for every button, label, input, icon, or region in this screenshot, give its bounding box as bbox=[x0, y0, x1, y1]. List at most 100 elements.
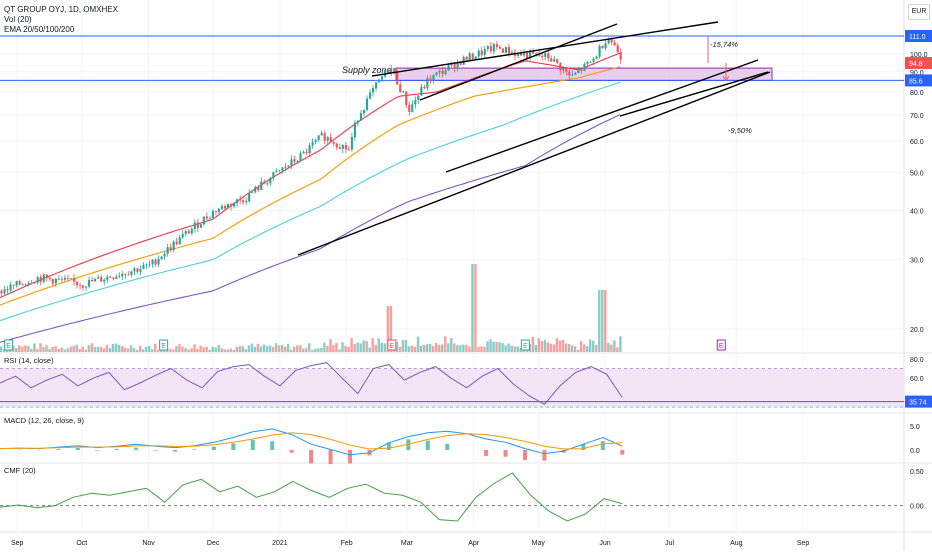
candle-body bbox=[263, 182, 265, 184]
volume-bar bbox=[79, 349, 81, 352]
volume-bar bbox=[36, 349, 38, 352]
candle-body bbox=[315, 140, 317, 142]
candle-body bbox=[3, 289, 5, 293]
volume-bar bbox=[82, 347, 84, 352]
cmf-tick-label: 0.50 bbox=[910, 469, 924, 476]
volume-bar bbox=[559, 341, 561, 352]
volume-bar bbox=[263, 344, 265, 352]
volume-bar bbox=[426, 344, 428, 352]
volume-bar bbox=[341, 342, 343, 352]
candle-body bbox=[589, 62, 591, 63]
volume-bar bbox=[151, 349, 153, 352]
volume-bar bbox=[399, 347, 401, 352]
volume-bar bbox=[311, 350, 313, 352]
volume-bar bbox=[504, 345, 506, 352]
volume-bar bbox=[604, 290, 606, 352]
volume-bar bbox=[323, 343, 325, 352]
candle-body bbox=[106, 277, 108, 280]
volume-bar bbox=[589, 340, 591, 352]
candle-body bbox=[19, 281, 21, 285]
volume-bar bbox=[607, 343, 609, 352]
volume-bar bbox=[595, 345, 597, 352]
rsi-tick-label: 80.0 bbox=[910, 357, 924, 364]
volume-bar bbox=[362, 340, 364, 352]
volume-bar bbox=[115, 344, 117, 352]
volume-bar bbox=[248, 345, 250, 352]
macd-histogram-bar bbox=[620, 450, 624, 455]
candle-body bbox=[493, 44, 495, 51]
volume-bar bbox=[574, 346, 576, 352]
volume-bar bbox=[202, 347, 204, 352]
ema-legend: EMA 20/50/100/200 bbox=[4, 25, 74, 34]
candle-body bbox=[121, 274, 123, 276]
volume-bar bbox=[619, 336, 621, 352]
symbol-title: QT GROUP OYJ, 1D, OMXHEX bbox=[4, 5, 118, 14]
macd-histogram-bar bbox=[348, 450, 352, 463]
candle-body bbox=[227, 204, 229, 208]
volume-bar bbox=[109, 348, 111, 352]
currency-button[interactable]: EUR bbox=[908, 4, 930, 20]
candle-body bbox=[85, 287, 87, 288]
volume-bar bbox=[550, 344, 552, 352]
candle-body bbox=[381, 76, 383, 79]
volume-bar bbox=[402, 340, 404, 352]
candle-body bbox=[239, 199, 241, 200]
candle-body bbox=[25, 284, 27, 285]
candle-body bbox=[602, 46, 604, 48]
candle-body bbox=[236, 199, 238, 203]
candle-body bbox=[562, 69, 564, 71]
candle-body bbox=[248, 193, 250, 201]
candle-body bbox=[70, 278, 72, 279]
cmf-tick-label: 0.00 bbox=[910, 504, 924, 511]
rsi-title: RSI (14, close) bbox=[4, 356, 54, 365]
volume-bar bbox=[432, 346, 434, 352]
time-tick-label: 2021 bbox=[272, 540, 288, 547]
candle-body bbox=[541, 56, 543, 57]
volume-bar bbox=[172, 349, 174, 352]
volume-bar bbox=[459, 345, 461, 352]
macd-histogram-bar bbox=[76, 448, 80, 450]
volume-bar bbox=[284, 346, 286, 352]
earnings-flag-letter: E bbox=[161, 343, 166, 350]
volume-bar bbox=[381, 343, 383, 352]
price-label-text: 111.0 bbox=[909, 34, 926, 41]
volume-bar bbox=[281, 345, 283, 352]
candle-body bbox=[423, 87, 425, 88]
candle-body bbox=[37, 277, 39, 283]
candle-body bbox=[28, 283, 30, 285]
volume-bar bbox=[57, 349, 59, 352]
candle-body bbox=[31, 283, 33, 284]
trendline[interactable] bbox=[298, 72, 770, 255]
candle-body bbox=[354, 123, 356, 137]
volume-bar bbox=[344, 346, 346, 352]
volume-bar bbox=[429, 344, 431, 352]
candle-body bbox=[109, 277, 111, 278]
volume-bar bbox=[544, 340, 546, 352]
volume-bar bbox=[350, 338, 352, 352]
volume-bar bbox=[157, 350, 159, 352]
volume-legend: Vol (20) bbox=[4, 15, 32, 24]
candle-body bbox=[405, 91, 407, 105]
volume-bar bbox=[217, 345, 219, 352]
candle-body bbox=[275, 171, 277, 172]
macd-title: MACD (12, 26, close, 9) bbox=[4, 416, 85, 425]
volume-bar bbox=[142, 349, 144, 352]
volume-bar bbox=[133, 348, 135, 352]
volume-bar bbox=[85, 350, 87, 352]
volume-bar bbox=[356, 343, 358, 352]
candle-body bbox=[366, 99, 368, 110]
candle-body bbox=[112, 278, 114, 279]
macd-histogram-bar bbox=[309, 450, 313, 463]
candle-body bbox=[321, 133, 323, 135]
volume-bar bbox=[21, 347, 23, 352]
ema-line-100 bbox=[0, 82, 620, 320]
candle-body bbox=[324, 133, 326, 141]
candle-body bbox=[411, 104, 413, 112]
candle-body bbox=[136, 269, 138, 272]
volume-bar bbox=[136, 350, 138, 352]
candle-body bbox=[565, 69, 567, 72]
macd-histogram-bar bbox=[134, 448, 138, 450]
volume-bar bbox=[296, 345, 298, 352]
